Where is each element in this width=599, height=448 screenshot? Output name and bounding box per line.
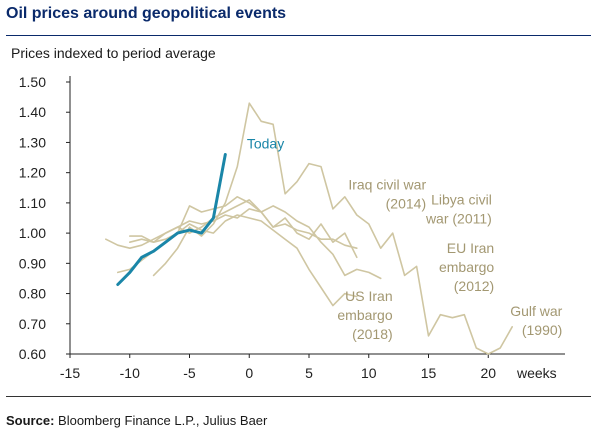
- series-label-line: (2012): [454, 278, 494, 294]
- y-tick-label: 1.20: [19, 165, 46, 181]
- series-label-line: Libya civil: [431, 191, 492, 207]
- chart-subtitle: Prices indexed to period average: [11, 45, 216, 61]
- y-tick-label: 0.90: [19, 255, 46, 271]
- source-note: Source: Bloomberg Finance L.P., Julius B…: [6, 413, 267, 428]
- footer-divider: [6, 396, 591, 397]
- series-label-iraq: Iraq civil war (2014): [348, 176, 426, 211]
- y-tick-label: 0.70: [19, 316, 46, 332]
- series-label-line: embargo: [337, 307, 392, 323]
- x-tick-label: -5: [183, 365, 196, 381]
- series-label-gulf: Gulf war (1990): [510, 303, 562, 338]
- annotation-layer: Today Iraq civil war (2014) Libya civil war …: [247, 135, 563, 342]
- y-tick-label: 1.00: [19, 225, 46, 241]
- x-tick-label: 10: [361, 365, 377, 381]
- x-tick-label: -10: [120, 365, 140, 381]
- series-label-line: war (2011): [425, 210, 492, 226]
- series-label-eu-iran: EU Iran embargo (2012): [439, 240, 494, 294]
- series-label-line: (2018): [352, 326, 392, 342]
- y-tick-label: 1.50: [19, 74, 46, 90]
- series-label-line: EU Iran: [447, 240, 494, 256]
- y-tick-label: 0.80: [19, 286, 46, 302]
- axes: 0.60 0.70 0.80 0.90 1.00 1.10 1.20 1.30 1.40 1.50…: [19, 74, 565, 381]
- series-line-us-iran-embargo-2018: [129, 214, 358, 307]
- x-axis-label: weeks: [516, 365, 557, 381]
- y-tick-label: 0.60: [19, 346, 46, 362]
- x-tick-label: 0: [245, 365, 253, 381]
- x-tick-label: 15: [421, 365, 437, 381]
- x-tick-label: 20: [480, 365, 496, 381]
- series-label-line: embargo: [439, 259, 494, 275]
- y-tick-label: 1.10: [19, 195, 46, 211]
- series-line-libya-civil-war-2011: [117, 196, 358, 274]
- series-label-libya: Libya civil war (2011): [425, 191, 492, 226]
- series-line-eu-iran-embargo-2012: [105, 199, 382, 280]
- source-text: Bloomberg Finance L.P., Julius Baer: [58, 413, 268, 428]
- series-label-line: (2014): [386, 195, 426, 211]
- chart-title: Oil prices around geopolitical events: [6, 5, 287, 22]
- series-label-today: Today: [247, 135, 284, 151]
- series-label-line: Today: [247, 135, 284, 151]
- y-tick-label: 1.40: [19, 104, 46, 120]
- series-label-us-iran: US Iran embargo (2018): [337, 288, 392, 342]
- x-tick-label: -15: [60, 365, 80, 381]
- series-label-line: Gulf war: [510, 303, 562, 319]
- series-layer: [105, 102, 513, 355]
- x-tick-label: 5: [305, 365, 313, 381]
- title-divider: [6, 35, 591, 36]
- series-label-line: US Iran: [345, 288, 392, 304]
- series-label-line: (1990): [522, 322, 562, 338]
- y-tick-label: 1.30: [19, 134, 46, 150]
- source-label: Source:: [6, 413, 55, 428]
- series-line-gulf-war-1990: [152, 102, 513, 355]
- series-label-line: Iraq civil war: [348, 176, 426, 192]
- series-line-today: [116, 153, 227, 286]
